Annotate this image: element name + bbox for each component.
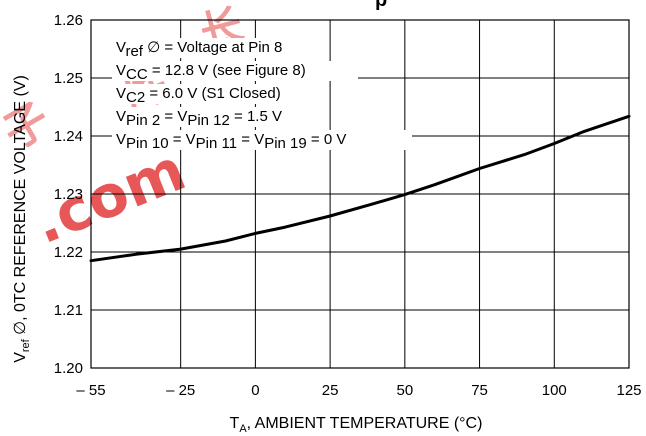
y-axis-title: Vref ∅, 0TC REFERENCE VOLTAGE (V) bbox=[12, 75, 32, 363]
y-tick-label: 1.23 bbox=[54, 186, 83, 203]
y-tick-label: 1.20 bbox=[54, 360, 83, 377]
annotation-bg bbox=[112, 107, 314, 127]
y-tick-label: 1.24 bbox=[54, 128, 83, 145]
annotation-bg bbox=[112, 84, 318, 104]
annotation-bg bbox=[112, 61, 358, 81]
x-axis-ticks: – 55 – 25 0 25 50 75 100 125 bbox=[76, 382, 641, 399]
x-tick-label: 100 bbox=[542, 382, 567, 399]
annotation-line: VPin 10 = VPin 11 = VPin 19 = 0 V bbox=[116, 131, 346, 152]
series-line-0 bbox=[89, 114, 631, 263]
y-tick-label: 1.26 bbox=[54, 12, 83, 29]
x-tick-label: 125 bbox=[616, 382, 641, 399]
annotation-line: VPin 2 = VPin 12 = 1.5 V bbox=[116, 108, 282, 129]
x-tick-label: 25 bbox=[322, 382, 339, 399]
x-tick-label: 75 bbox=[471, 382, 488, 399]
x-tick-label: – 55 bbox=[76, 382, 105, 399]
y-tick-label: 1.21 bbox=[54, 302, 83, 319]
plot-frame bbox=[90, 19, 630, 369]
series bbox=[89, 114, 631, 263]
annotation-line: VCC = 12.8 V (see Figure 8) bbox=[116, 62, 306, 83]
chart-title-fragment: p bbox=[375, 0, 387, 11]
y-tick-label: 1.25 bbox=[54, 70, 83, 87]
x-axis-title: TA, AMBIENT TEMPERATURE (°C) bbox=[230, 415, 483, 435]
annotation-line: VC2 = 6.0 V (S1 Closed) bbox=[116, 85, 281, 106]
x-tick-label: 50 bbox=[396, 382, 413, 399]
watermark-glyph: 子 bbox=[0, 93, 59, 159]
watermark-text: .com bbox=[24, 135, 195, 257]
x-tick-label: 0 bbox=[251, 382, 259, 399]
x-tick-label: – 25 bbox=[166, 382, 195, 399]
annotation-bg bbox=[112, 38, 292, 58]
annotation-line: Vref ∅ = Voltage at Pin 8 bbox=[116, 39, 282, 60]
y-axis-ticks: 1.20 1.21 1.22 1.23 1.24 1.25 1.26 bbox=[54, 12, 83, 377]
annotation-bg bbox=[112, 130, 412, 150]
y-tick-label: 1.22 bbox=[54, 244, 83, 261]
